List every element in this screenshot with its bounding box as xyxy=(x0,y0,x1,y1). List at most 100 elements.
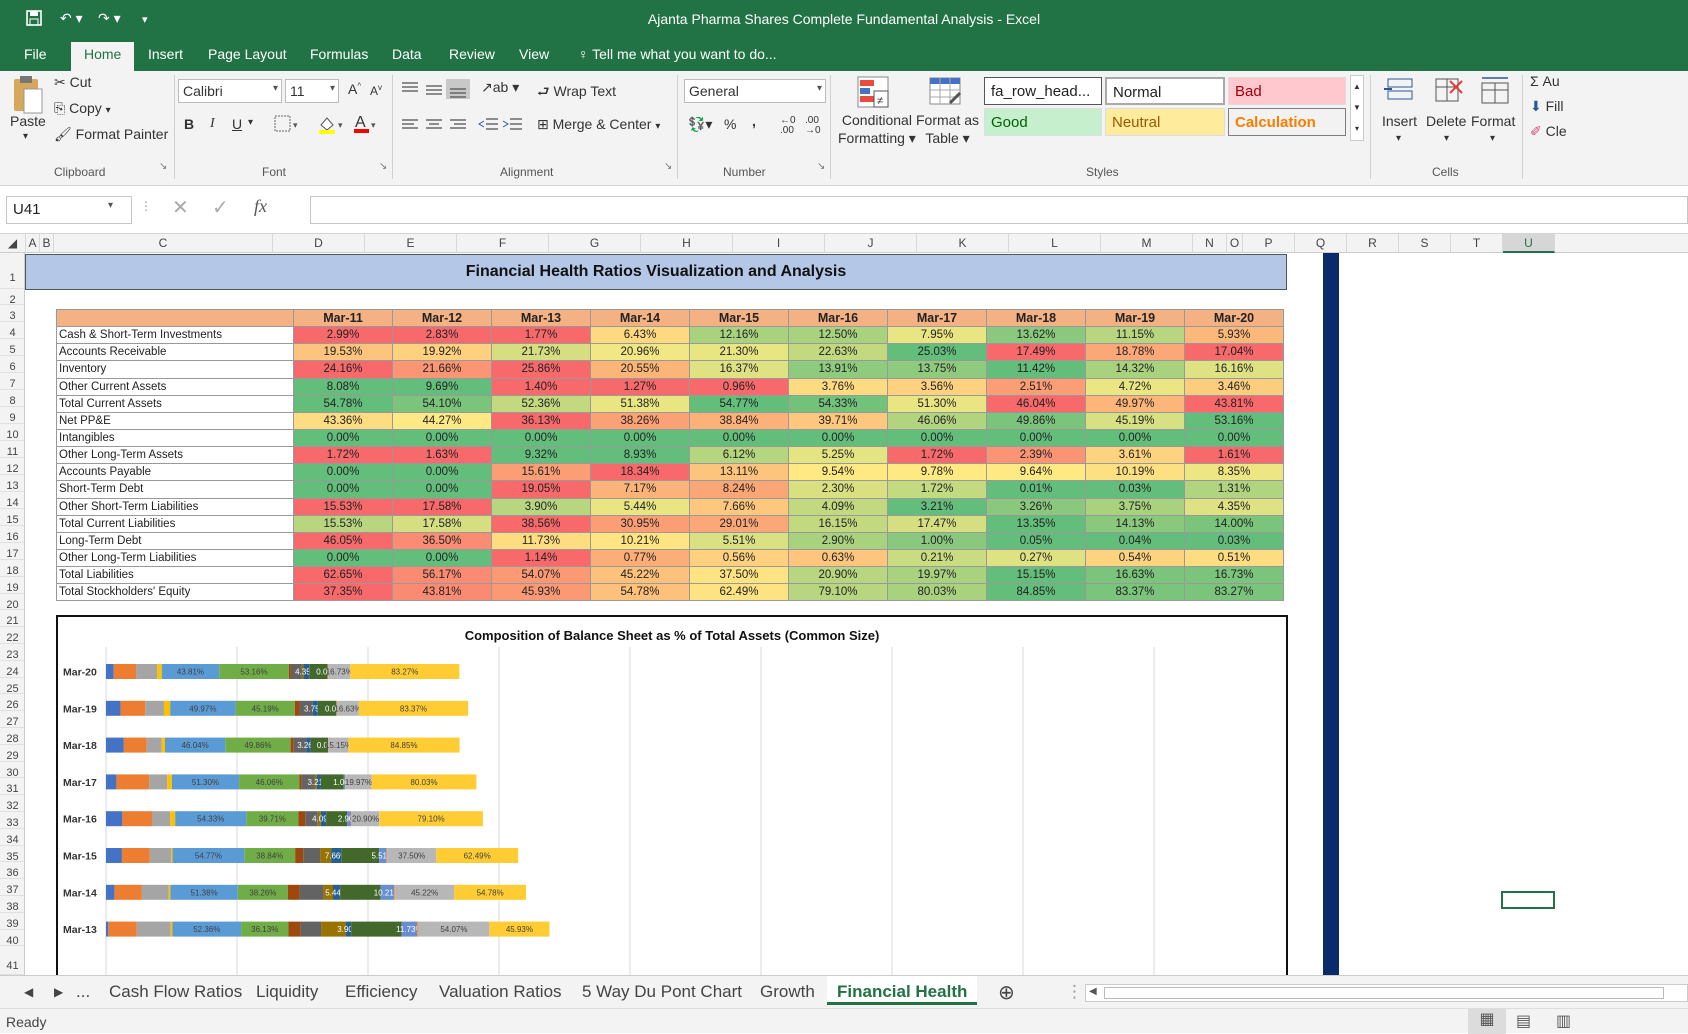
row-header[interactable]: 10 xyxy=(0,424,25,441)
row-label-cell[interactable]: Other Current Assets xyxy=(57,378,294,395)
ratio-value-cell[interactable]: 0.00% xyxy=(393,464,492,481)
format-as-table-icon[interactable] xyxy=(928,75,964,114)
ratio-value-cell[interactable]: 0.00% xyxy=(789,429,888,446)
ratio-value-cell[interactable]: 46.04% xyxy=(987,395,1086,412)
cancel-icon[interactable]: ✕ xyxy=(172,195,189,220)
ratio-value-cell[interactable]: 12.50% xyxy=(789,327,888,344)
ratio-value-cell[interactable]: 3.56% xyxy=(888,378,987,395)
currency-icon[interactable]: 💱▾ xyxy=(688,116,712,133)
increase-font-icon[interactable]: A^ xyxy=(348,81,361,97)
borders-icon[interactable]: ▾ xyxy=(274,115,302,136)
ratio-value-cell[interactable]: 83.27% xyxy=(1185,584,1284,601)
ratio-value-cell[interactable]: 17.58% xyxy=(393,498,492,515)
font-launcher-icon[interactable]: ↘ xyxy=(379,161,387,172)
ratio-value-cell[interactable]: 0.04% xyxy=(1086,532,1185,549)
scroll-left-icon[interactable]: ◀ xyxy=(1089,986,1097,997)
column-header[interactable]: P xyxy=(1243,234,1295,253)
ratio-value-cell[interactable]: 54.78% xyxy=(591,584,690,601)
ratio-value-cell[interactable]: 54.07% xyxy=(492,567,591,584)
row-label-cell[interactable]: Total Stockholders' Equity xyxy=(57,584,294,601)
row-header[interactable]: 30 xyxy=(0,762,25,778)
ratio-value-cell[interactable]: 38.26% xyxy=(591,412,690,429)
row-header[interactable]: 18 xyxy=(0,560,25,577)
tab-efficiency[interactable]: Efficiency xyxy=(345,982,417,1002)
row-header[interactable]: 25 xyxy=(0,678,25,694)
ratio-value-cell[interactable]: 10.19% xyxy=(1086,464,1185,481)
ratio-value-cell[interactable]: 5.44% xyxy=(591,498,690,515)
tab-insert[interactable]: Insert xyxy=(148,46,183,62)
column-header[interactable]: K xyxy=(917,234,1009,253)
row-header[interactable]: 26 xyxy=(0,694,25,711)
ratio-value-cell[interactable]: 37.50% xyxy=(690,567,789,584)
number-launcher-icon[interactable]: ↘ xyxy=(817,161,825,172)
ratio-value-cell[interactable]: 22.63% xyxy=(789,344,888,361)
ratio-value-cell[interactable]: 0.96% xyxy=(690,378,789,395)
column-header[interactable]: H xyxy=(641,234,733,253)
row-header[interactable]: 14 xyxy=(0,492,25,509)
styles-scroll[interactable]: ▲▼▾ xyxy=(1350,75,1364,141)
ratio-value-cell[interactable]: 14.32% xyxy=(1086,361,1185,378)
row-header[interactable]: 7 xyxy=(0,373,25,390)
delete-cells-icon[interactable] xyxy=(1432,75,1466,112)
decrease-font-icon[interactable]: Av xyxy=(370,83,382,98)
orientation-icon[interactable]: ↗ab ▾ xyxy=(481,79,519,96)
ratio-value-cell[interactable]: 44.27% xyxy=(393,412,492,429)
ratio-value-cell[interactable]: 25.03% xyxy=(888,344,987,361)
ratio-value-cell[interactable]: 0.27% xyxy=(987,549,1086,566)
ratio-value-cell[interactable]: 16.15% xyxy=(789,515,888,532)
ratio-value-cell[interactable]: 15.53% xyxy=(294,515,393,532)
formula-input[interactable] xyxy=(310,196,1688,224)
ratio-value-cell[interactable]: 14.13% xyxy=(1086,515,1185,532)
ratio-value-cell[interactable]: 43.36% xyxy=(294,412,393,429)
ratio-value-cell[interactable]: 8.08% xyxy=(294,378,393,395)
row-label-cell[interactable]: Total Liabilities xyxy=(57,567,294,584)
column-header[interactable]: D xyxy=(273,234,365,253)
row-header[interactable]: 6 xyxy=(0,356,25,373)
ratio-value-cell[interactable]: 0.03% xyxy=(1185,532,1284,549)
row-header[interactable]: 2 xyxy=(0,289,25,305)
ratio-value-cell[interactable]: 0.00% xyxy=(888,429,987,446)
ratio-value-cell[interactable]: 3.90% xyxy=(492,498,591,515)
row-header[interactable]: 34 xyxy=(0,829,25,846)
ratio-value-cell[interactable]: 43.81% xyxy=(393,584,492,601)
ratio-value-cell[interactable]: 0.00% xyxy=(591,429,690,446)
ratio-value-cell[interactable]: 7.95% xyxy=(888,327,987,344)
ratio-value-cell[interactable]: 24.16% xyxy=(294,361,393,378)
tab-file[interactable]: File xyxy=(24,46,47,62)
ratio-value-cell[interactable]: 13.91% xyxy=(789,361,888,378)
align-left-icon[interactable] xyxy=(400,116,472,137)
ratio-value-cell[interactable]: 6.12% xyxy=(690,447,789,464)
row-header[interactable]: 33 xyxy=(0,812,25,829)
fill-button[interactable]: ⬇ Fill xyxy=(1530,98,1564,115)
ratio-value-cell[interactable]: 54.10% xyxy=(393,395,492,412)
style-bad[interactable]: Bad xyxy=(1228,77,1346,105)
row-header[interactable]: 41 xyxy=(0,946,25,975)
ratio-value-cell[interactable]: 1.61% xyxy=(1185,447,1284,464)
ratio-value-cell[interactable]: 5.93% xyxy=(1185,327,1284,344)
ratio-value-cell[interactable]: 0.00% xyxy=(492,429,591,446)
ratio-value-cell[interactable]: 13.35% xyxy=(987,515,1086,532)
row-label-cell[interactable]: Other Long-Term Assets xyxy=(57,447,294,464)
ratio-value-cell[interactable]: 0.00% xyxy=(393,481,492,498)
column-header[interactable]: M xyxy=(1101,234,1193,253)
ratio-value-cell[interactable]: 0.00% xyxy=(987,429,1086,446)
tab-liquidity[interactable]: Liquidity xyxy=(256,982,318,1002)
ratio-value-cell[interactable]: 0.77% xyxy=(591,549,690,566)
style-fa-row-head[interactable]: fa_row_head... xyxy=(984,77,1102,105)
ratio-value-cell[interactable]: 8.35% xyxy=(1185,464,1284,481)
more-sheets[interactable]: ... xyxy=(76,982,90,1002)
ratio-value-cell[interactable]: 9.54% xyxy=(789,464,888,481)
row-label-cell[interactable]: Accounts Receivable xyxy=(57,344,294,361)
ratio-value-cell[interactable]: 46.06% xyxy=(888,412,987,429)
ratio-value-cell[interactable]: 9.78% xyxy=(888,464,987,481)
prev-sheet-icon[interactable]: ◀ xyxy=(24,985,33,999)
ratio-value-cell[interactable]: 1.63% xyxy=(393,447,492,464)
ratio-value-cell[interactable]: 15.15% xyxy=(987,567,1086,584)
ratio-value-cell[interactable]: 2.51% xyxy=(987,378,1086,395)
font-name-combo[interactable]: Calibri xyxy=(178,79,282,103)
ratio-value-cell[interactable]: 56.17% xyxy=(393,567,492,584)
ratio-value-cell[interactable]: 1.72% xyxy=(888,447,987,464)
ratio-value-cell[interactable]: 79.10% xyxy=(789,584,888,601)
ratio-value-cell[interactable]: 1.27% xyxy=(591,378,690,395)
row-header[interactable]: 8 xyxy=(0,390,25,407)
